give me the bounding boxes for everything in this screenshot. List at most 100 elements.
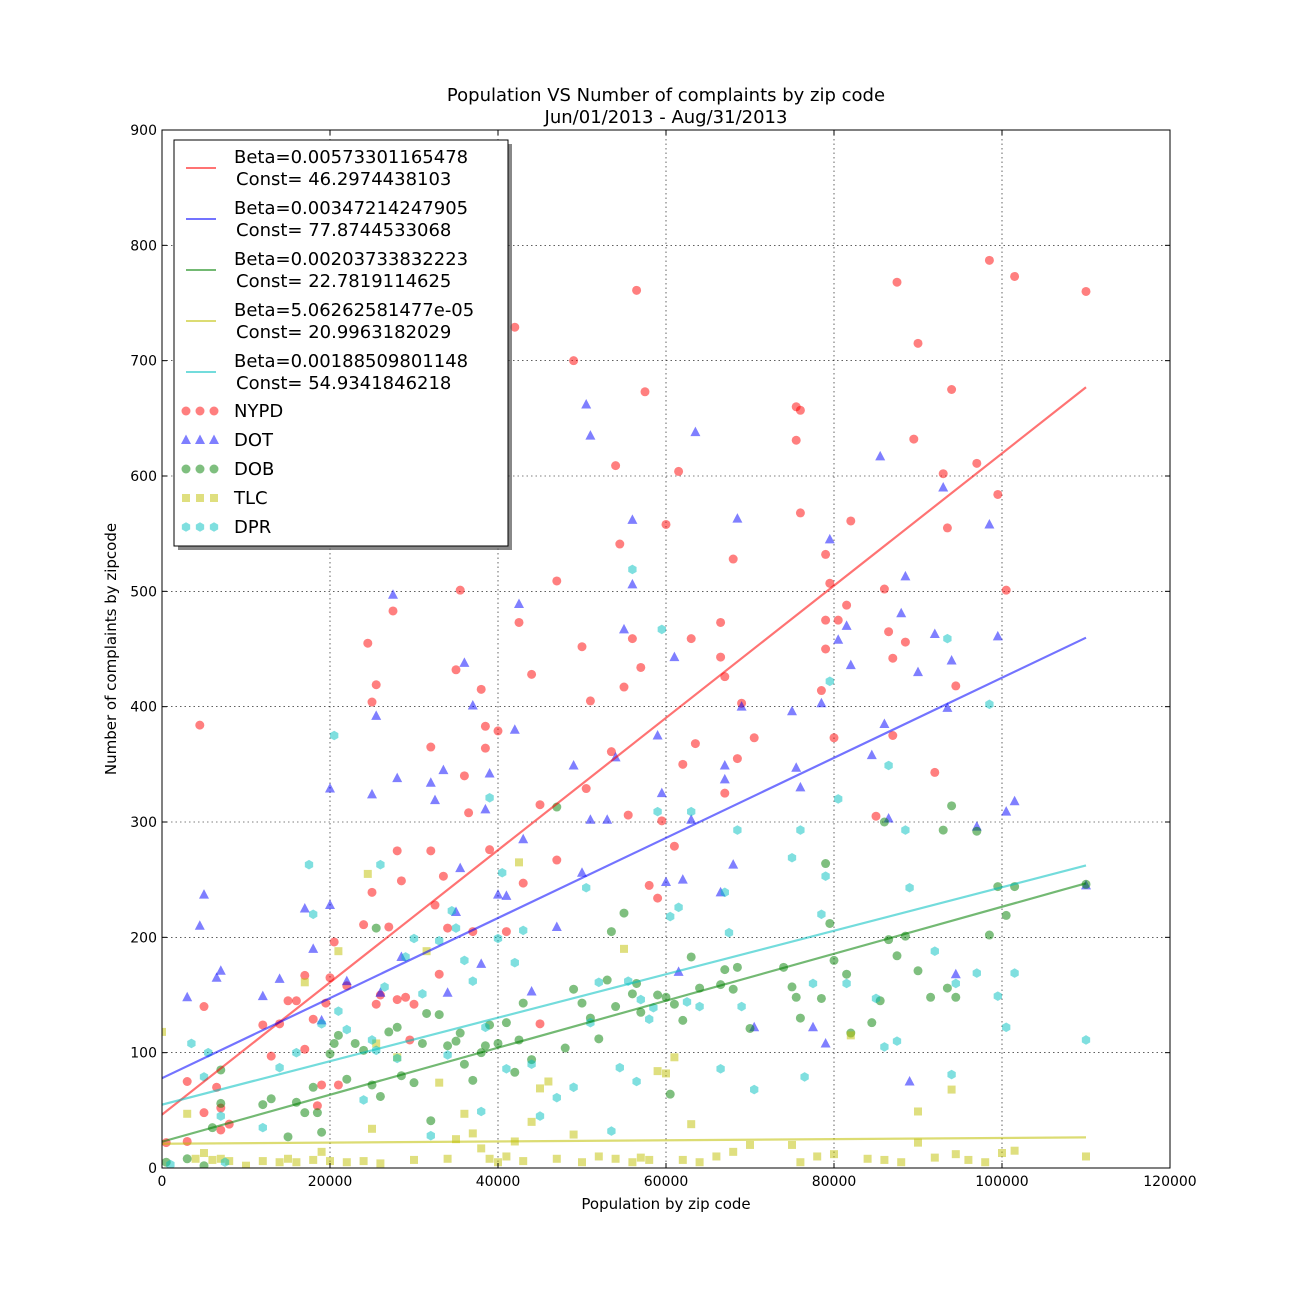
data-point xyxy=(808,1021,818,1032)
data-point xyxy=(182,1154,192,1164)
data-point xyxy=(947,1085,956,1094)
legend-series-label: DOT xyxy=(234,430,274,451)
data-point xyxy=(220,1157,230,1168)
data-point xyxy=(215,965,226,975)
data-point xyxy=(825,578,835,588)
data-point xyxy=(216,1125,226,1135)
legend-series-label: DPR xyxy=(234,517,271,538)
data-point xyxy=(998,1149,1006,1158)
x-tick-label: 0 xyxy=(158,1174,167,1190)
data-point xyxy=(623,810,633,820)
data-point xyxy=(678,759,688,769)
data-point xyxy=(569,356,579,366)
data-point xyxy=(434,1010,444,1020)
x-tick-label: 120000 xyxy=(1143,1174,1196,1190)
data-point xyxy=(825,676,834,687)
data-point xyxy=(162,1027,166,1036)
data-point xyxy=(871,811,881,821)
data-point xyxy=(892,1036,902,1046)
data-point xyxy=(841,620,852,630)
data-point xyxy=(459,771,469,781)
x-tick-label: 100000 xyxy=(975,1174,1028,1190)
data-point xyxy=(438,871,448,881)
data-point xyxy=(879,718,890,728)
data-point xyxy=(666,911,675,922)
fit-line xyxy=(162,864,1087,1106)
data-point xyxy=(187,1038,196,1049)
data-point xyxy=(359,1157,368,1166)
data-point xyxy=(568,759,579,770)
data-point xyxy=(317,1019,326,1029)
data-point xyxy=(409,999,419,1009)
data-point xyxy=(225,1157,234,1166)
data-point xyxy=(1081,1035,1091,1045)
data-point xyxy=(926,992,936,1002)
data-point xyxy=(677,874,688,884)
data-point xyxy=(569,1082,578,1093)
data-point xyxy=(435,935,444,946)
data-point xyxy=(274,973,285,983)
data-point xyxy=(833,615,843,625)
data-point xyxy=(334,1006,343,1016)
data-point xyxy=(981,1158,990,1167)
data-point xyxy=(888,731,898,740)
legend-series-label: TLC xyxy=(233,488,268,509)
data-point xyxy=(585,814,596,824)
data-point xyxy=(913,966,923,976)
data-point xyxy=(199,1108,209,1118)
x-tick-label: 80000 xyxy=(812,1174,857,1190)
data-point xyxy=(484,768,495,778)
data-point xyxy=(477,1144,486,1153)
data-point xyxy=(526,986,537,996)
data-point xyxy=(460,955,469,966)
data-point xyxy=(535,800,545,810)
data-point xyxy=(687,806,696,817)
fit-line xyxy=(162,386,1087,1116)
data-point xyxy=(308,943,319,953)
legend-marker xyxy=(195,464,205,474)
data-point xyxy=(821,644,831,654)
data-point xyxy=(514,598,524,609)
data-point xyxy=(481,1022,490,1033)
data-point xyxy=(515,858,523,867)
data-point xyxy=(502,1152,511,1161)
data-point xyxy=(342,1074,352,1084)
data-point xyxy=(938,825,948,835)
data-point xyxy=(480,803,491,814)
data-point xyxy=(341,975,352,986)
data-point xyxy=(947,801,957,811)
data-point xyxy=(371,710,382,720)
data-point xyxy=(686,952,696,962)
data-point xyxy=(443,1041,453,1051)
data-point xyxy=(879,817,889,827)
data-point xyxy=(367,1035,377,1045)
data-point xyxy=(443,923,453,933)
data-point xyxy=(1082,1152,1090,1161)
data-point xyxy=(242,1161,250,1168)
data-point xyxy=(182,1077,192,1086)
data-point xyxy=(640,387,650,397)
data-point xyxy=(619,623,629,634)
data-point xyxy=(942,983,952,993)
data-point xyxy=(578,1158,586,1167)
data-point xyxy=(569,984,579,994)
data-point xyxy=(476,684,486,694)
x-tick-label: 60000 xyxy=(644,1174,689,1190)
data-point xyxy=(258,1122,267,1133)
data-point xyxy=(501,1018,511,1028)
data-point xyxy=(401,992,411,1002)
data-point xyxy=(611,461,621,471)
data-point xyxy=(719,759,730,770)
data-point xyxy=(724,927,734,938)
data-point xyxy=(791,435,801,445)
data-point xyxy=(938,469,948,479)
data-point xyxy=(371,680,381,690)
data-point xyxy=(984,255,994,265)
data-point xyxy=(309,1155,318,1164)
data-point xyxy=(905,882,914,893)
data-point xyxy=(825,918,835,928)
data-point xyxy=(929,628,940,639)
data-point xyxy=(485,792,494,803)
data-point xyxy=(371,999,381,1009)
data-point xyxy=(746,1140,754,1149)
